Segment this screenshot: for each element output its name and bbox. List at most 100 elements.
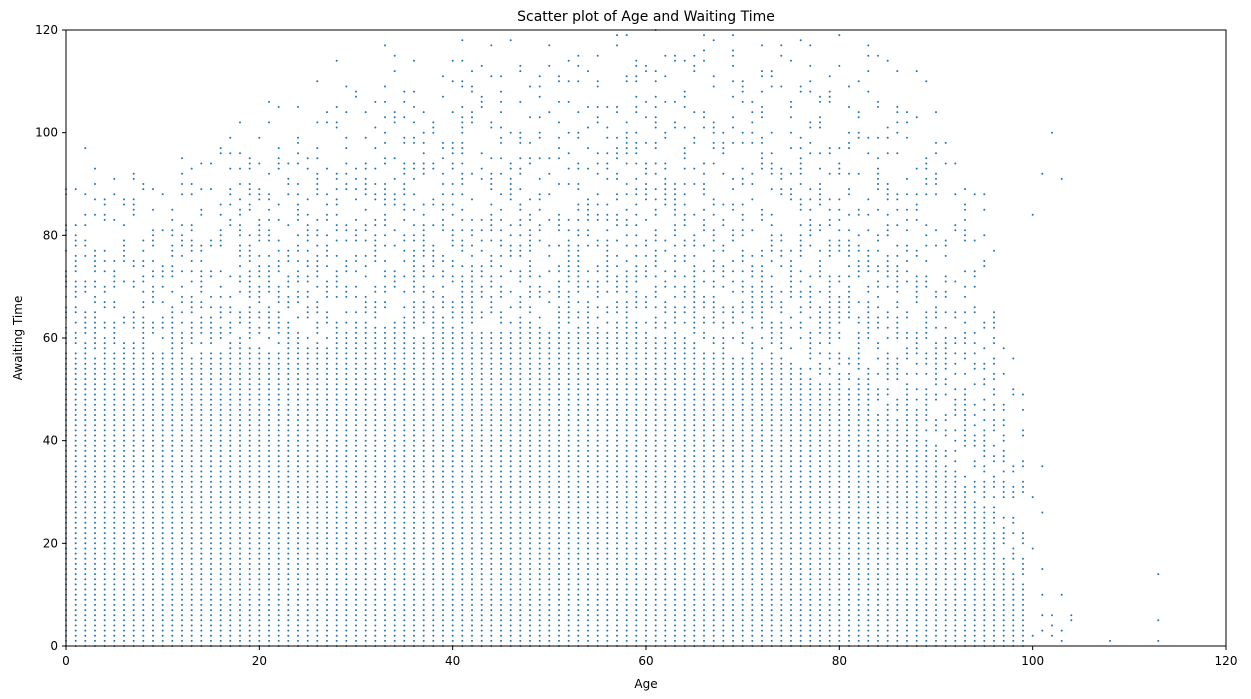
scatter-point xyxy=(355,198,357,201)
scatter-point xyxy=(297,347,299,350)
scatter-point xyxy=(509,414,512,416)
scatter-point xyxy=(345,403,348,406)
scatter-point xyxy=(161,516,164,519)
scatter-point xyxy=(461,614,464,617)
scatter-point xyxy=(181,588,183,591)
scatter-point xyxy=(132,496,135,499)
scatter-point xyxy=(171,455,174,458)
scatter-point xyxy=(500,100,502,103)
scatter-point xyxy=(258,480,261,483)
scatter-point xyxy=(268,449,270,452)
scatter-point xyxy=(625,224,628,227)
scatter-point xyxy=(413,311,415,314)
scatter-point xyxy=(239,198,241,201)
scatter-point xyxy=(596,619,599,622)
scatter-point xyxy=(123,583,125,586)
scatter-point xyxy=(577,54,580,57)
scatter-point xyxy=(316,455,319,458)
scatter-point xyxy=(103,629,106,632)
scatter-point xyxy=(509,516,512,519)
scatter-point xyxy=(625,316,628,319)
scatter-point xyxy=(403,398,406,401)
scatter-point xyxy=(345,229,348,232)
scatter-point xyxy=(268,485,270,488)
scatter-point xyxy=(548,244,551,247)
scatter-point xyxy=(606,444,609,447)
scatter-point xyxy=(529,578,531,581)
scatter-point xyxy=(625,506,628,509)
scatter-point xyxy=(239,398,241,401)
scatter-point xyxy=(645,521,647,524)
scatter-point xyxy=(94,578,96,581)
scatter-point xyxy=(84,414,87,416)
scatter-point xyxy=(432,337,435,339)
scatter-point xyxy=(258,403,261,406)
scatter-point xyxy=(374,167,377,170)
scatter-point xyxy=(113,470,116,473)
scatter-point xyxy=(277,547,280,550)
scatter-point xyxy=(229,403,232,406)
scatter-point xyxy=(616,265,618,268)
scatter-point xyxy=(529,85,531,88)
scatter-point xyxy=(355,588,357,591)
scatter-point xyxy=(548,511,551,514)
scatter-point xyxy=(74,496,77,499)
scatter-point xyxy=(509,408,512,411)
scatter-point xyxy=(152,593,154,596)
scatter-point xyxy=(268,552,270,555)
scatter-point xyxy=(152,326,154,329)
scatter-point xyxy=(432,475,435,478)
scatter-point xyxy=(490,557,493,560)
scatter-point xyxy=(345,614,348,617)
scatter-point xyxy=(538,419,541,422)
scatter-point xyxy=(403,629,406,632)
scatter-point xyxy=(142,470,145,473)
scatter-point xyxy=(181,557,183,560)
scatter-point xyxy=(432,321,435,324)
scatter-point xyxy=(326,265,328,268)
scatter-point xyxy=(558,506,560,509)
scatter-point xyxy=(413,614,415,617)
scatter-point xyxy=(132,439,135,442)
scatter-point xyxy=(519,167,522,170)
scatter-point xyxy=(326,460,328,463)
scatter-point xyxy=(413,290,415,293)
scatter-point xyxy=(123,465,125,468)
scatter-point xyxy=(297,470,299,473)
scatter-point xyxy=(393,244,396,247)
scatter-point xyxy=(248,460,251,463)
scatter-point xyxy=(548,568,551,570)
scatter-point xyxy=(84,326,87,329)
scatter-point xyxy=(84,460,87,463)
scatter-point xyxy=(181,367,183,370)
scatter-point xyxy=(335,526,338,529)
scatter-point xyxy=(451,496,454,499)
scatter-point xyxy=(596,624,599,627)
scatter-point xyxy=(500,629,502,632)
scatter-point xyxy=(335,177,338,180)
scatter-point xyxy=(577,347,580,350)
scatter-point xyxy=(210,598,212,601)
scatter-point xyxy=(413,496,415,499)
scatter-point xyxy=(422,141,425,144)
scatter-point xyxy=(326,562,328,565)
scatter-point xyxy=(645,141,647,144)
scatter-point xyxy=(625,285,628,288)
scatter-point xyxy=(181,311,183,314)
scatter-point xyxy=(596,352,599,355)
scatter-point xyxy=(345,321,348,324)
scatter-point xyxy=(287,295,290,298)
scatter-point xyxy=(297,485,299,488)
scatter-point xyxy=(123,552,125,555)
scatter-point xyxy=(181,568,183,570)
scatter-point xyxy=(393,116,396,119)
scatter-point xyxy=(374,460,377,463)
scatter-point xyxy=(326,516,328,519)
scatter-point xyxy=(123,588,125,591)
scatter-point xyxy=(277,583,280,586)
scatter-point xyxy=(316,234,319,237)
scatter-point xyxy=(355,460,357,463)
scatter-point xyxy=(277,378,280,381)
scatter-point xyxy=(297,162,299,165)
scatter-point xyxy=(422,162,425,165)
